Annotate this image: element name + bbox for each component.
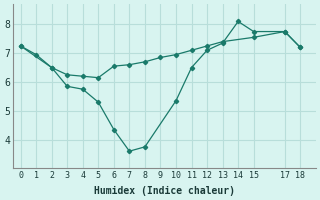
X-axis label: Humidex (Indice chaleur): Humidex (Indice chaleur): [94, 186, 235, 196]
